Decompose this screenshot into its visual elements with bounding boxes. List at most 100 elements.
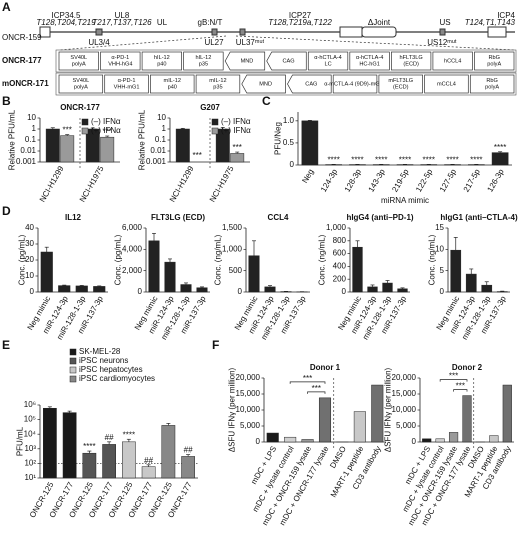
significance: *** xyxy=(312,384,321,393)
element-box xyxy=(195,74,241,94)
significance: *** xyxy=(103,127,112,136)
y-tick-label: 0.01 xyxy=(20,146,36,155)
legend-label: (+) IFNα xyxy=(221,126,251,135)
significance: *** xyxy=(449,372,458,381)
element-label: α-hCTLA-4 xyxy=(356,55,383,61)
y-tick-label: 0.1 xyxy=(25,135,37,144)
element-box xyxy=(424,74,469,94)
element-label: p35 xyxy=(199,62,208,68)
bar xyxy=(164,261,176,293)
y-tick-label: 40 xyxy=(25,223,34,232)
legend-swatch xyxy=(81,127,89,135)
y-axis-label: Conc. (ng/mL) xyxy=(318,234,327,285)
bar xyxy=(264,286,276,293)
significance: *** xyxy=(63,126,72,135)
panel-label: F xyxy=(212,338,219,352)
y-tick-label: 20 xyxy=(25,255,34,264)
bar xyxy=(196,287,208,293)
y-axis-label: Conc. (pg/mL) xyxy=(114,234,123,285)
bracket xyxy=(453,389,468,392)
bracket xyxy=(439,379,468,382)
bar xyxy=(60,135,75,163)
element-label: VHH-mG1 xyxy=(114,85,140,91)
significance: *** xyxy=(456,382,465,391)
construct-element: hCCL4 xyxy=(432,51,473,71)
y-tick-label: 5,000 xyxy=(396,421,417,430)
y-tick-label: 2,000 xyxy=(122,266,143,275)
y-axis-label: Conc. (ng/mL) xyxy=(427,234,436,285)
bar xyxy=(481,284,493,293)
bar xyxy=(284,436,297,443)
x-tick-label: 217-5p xyxy=(462,167,483,194)
chart-title: Donor 2 xyxy=(452,363,483,372)
y-tick-label: 0.1 xyxy=(155,135,167,144)
y-tick-label: 10,000 xyxy=(236,405,261,414)
y-tick-label: 15,000 xyxy=(392,389,417,398)
significance: **** xyxy=(375,155,387,164)
bar xyxy=(301,120,319,166)
y-tick-label: 10² xyxy=(24,459,36,468)
element-label: polyA xyxy=(487,62,501,68)
y-tick-label: 10³ xyxy=(24,444,36,453)
chart-title: ONCR-177 xyxy=(60,103,100,112)
x-tick-label: 126-3p xyxy=(485,167,506,194)
panel-label: A xyxy=(2,0,11,14)
y-tick-label: 1 xyxy=(162,124,167,133)
y-tick-label: 1,500 xyxy=(222,223,243,232)
genome-label: UL8 xyxy=(115,11,130,20)
y-tick-label: 10⁶ xyxy=(24,400,36,409)
y-tick-label: 15,000 xyxy=(236,389,261,398)
legend-swatch xyxy=(81,118,89,126)
y-tick-label: 0 xyxy=(440,287,445,296)
y-tick-label: 10 xyxy=(435,244,444,253)
significance: **** xyxy=(470,155,482,164)
element-label: α-PD-1 xyxy=(118,78,136,84)
element-box xyxy=(150,74,195,94)
y-tick-label: 5 xyxy=(440,266,445,275)
element-label: RbG xyxy=(486,78,498,84)
element-label: CAG xyxy=(305,81,317,87)
element-box xyxy=(58,51,99,71)
y-tick-label: 0.01 xyxy=(150,146,166,155)
x-axis-label: miRNA mimic xyxy=(381,196,429,205)
x-tick-label: 122-5p xyxy=(414,167,435,194)
bar xyxy=(43,407,57,479)
y-tick-label: 0 xyxy=(342,287,347,296)
bracket xyxy=(289,381,326,384)
y-tick-label: 6,000 xyxy=(122,223,143,232)
y-tick-label: 500 xyxy=(229,266,243,275)
x-tick-label: Neg xyxy=(300,168,315,185)
bar xyxy=(448,432,459,443)
significance: **** xyxy=(494,143,506,152)
element-box xyxy=(141,51,182,71)
chart-title: IL12 xyxy=(65,213,82,222)
legend-label: iPSC cardiomyocytes xyxy=(79,374,155,383)
y-axis-label: PFU/Neg xyxy=(273,122,282,155)
y-tick-label: 5,000 xyxy=(240,421,261,430)
construct-frame xyxy=(55,72,517,96)
genome-label: ICP34.5 xyxy=(52,11,81,20)
element-box xyxy=(391,51,432,71)
element-box xyxy=(378,74,423,94)
bar xyxy=(45,128,60,163)
element-label: MND xyxy=(241,58,254,64)
y-tick-label: 0 xyxy=(238,287,243,296)
element-box xyxy=(307,51,349,71)
significance: *** xyxy=(193,151,202,160)
element-label: hFLT3LG xyxy=(400,55,423,61)
legend-label: (+) IFNα xyxy=(91,126,121,135)
chart-title: FLT3LG (ECD) xyxy=(151,213,205,222)
genome-label: UL xyxy=(157,18,168,27)
genome-label: gB:N/T xyxy=(198,18,223,27)
element-box xyxy=(349,51,390,71)
legend-swatch xyxy=(69,357,77,365)
significance: **** xyxy=(327,155,339,164)
bar xyxy=(352,246,363,293)
element-label: VHH-hG4 xyxy=(108,62,132,68)
promoter-arrow xyxy=(266,51,307,71)
construct-name: ONCR-177 xyxy=(2,56,42,65)
